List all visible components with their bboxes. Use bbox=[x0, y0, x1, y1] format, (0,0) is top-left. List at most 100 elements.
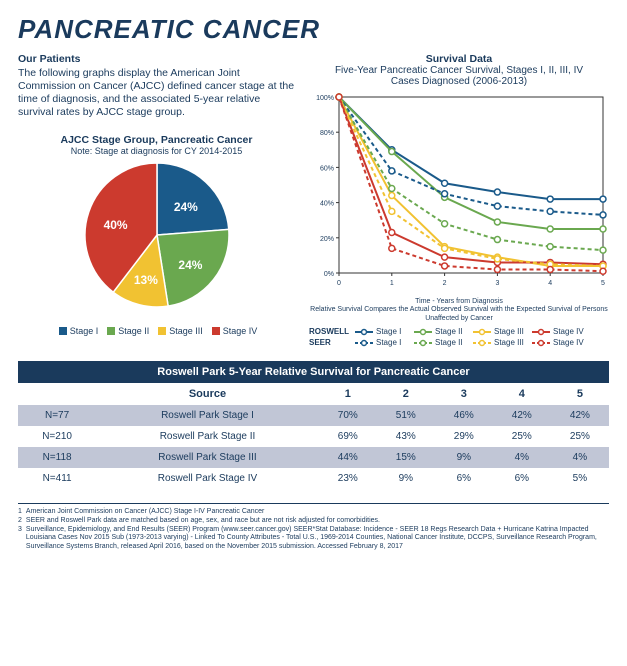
series-line bbox=[339, 97, 603, 250]
xtick-label: 0 bbox=[337, 280, 341, 287]
pie-chart-container: 24%24%13%40% bbox=[62, 160, 252, 320]
table-cell: 25% bbox=[493, 426, 551, 447]
table-cell: 23% bbox=[319, 468, 377, 489]
x-axis-caption: Relative Survival Compares the Actual Ob… bbox=[309, 306, 609, 323]
ytick-label: 100% bbox=[316, 95, 334, 102]
series-marker bbox=[494, 189, 500, 195]
table-cell: Roswell Park Stage III bbox=[96, 447, 319, 468]
series-marker bbox=[389, 186, 395, 192]
table-cell: 5% bbox=[551, 468, 609, 489]
line-chart-section: Survival Data Five-Year Pancreatic Cance… bbox=[309, 53, 609, 349]
ytick-label: 80% bbox=[320, 130, 334, 137]
table-header-row: Source12345 bbox=[18, 383, 609, 405]
pie-title: AJCC Stage Group, Pancreatic Cancer bbox=[18, 134, 295, 146]
series-marker bbox=[547, 196, 553, 202]
series-line bbox=[339, 97, 603, 199]
intro-body: The following graphs display the America… bbox=[18, 67, 295, 120]
legend-row: ROSWELL Stage I Stage II Stage III Stage IV bbox=[309, 327, 609, 336]
ytick-label: 60% bbox=[320, 165, 334, 172]
series-marker bbox=[442, 245, 448, 251]
xtick-label: 5 bbox=[601, 280, 605, 287]
pie-chart-section: AJCC Stage Group, Pancreatic Cancer Note… bbox=[18, 134, 295, 336]
table-cell: 25% bbox=[551, 426, 609, 447]
series-marker bbox=[600, 212, 606, 218]
line-subtitle1: Five-Year Pancreatic Cancer Survival, St… bbox=[309, 65, 609, 76]
table-cell: Roswell Park Stage IV bbox=[96, 468, 319, 489]
table-row: N=118Roswell Park Stage III44%15%9%4%4% bbox=[18, 447, 609, 468]
series-marker bbox=[494, 256, 500, 262]
series-marker bbox=[442, 191, 448, 197]
table-cell: 29% bbox=[435, 426, 493, 447]
series-marker bbox=[547, 208, 553, 214]
series-marker bbox=[442, 221, 448, 227]
xtick-label: 1 bbox=[390, 280, 394, 287]
intro-heading: Our Patients bbox=[18, 53, 295, 65]
series-marker bbox=[547, 244, 553, 250]
table-cell: Roswell Park Stage II bbox=[96, 426, 319, 447]
footnotes: 1American Joint Commission on Cancer (AJ… bbox=[18, 503, 609, 552]
pie-slice bbox=[157, 163, 229, 235]
series-marker bbox=[389, 193, 395, 199]
legend-item: Stage I bbox=[355, 338, 410, 347]
table-header-cell: 3 bbox=[435, 383, 493, 405]
series-marker bbox=[494, 203, 500, 209]
table-cell: 9% bbox=[435, 447, 493, 468]
series-line bbox=[339, 97, 603, 266]
series-marker bbox=[600, 247, 606, 253]
table-cell: 43% bbox=[377, 426, 435, 447]
table-row: N=77Roswell Park Stage I70%51%46%42%42% bbox=[18, 405, 609, 426]
pie-legend-item: Stage II bbox=[104, 326, 149, 336]
series-marker bbox=[547, 226, 553, 232]
legend-item: Stage II bbox=[414, 338, 469, 347]
upper-section: Our Patients The following graphs displa… bbox=[18, 53, 609, 349]
table-row: N=210Roswell Park Stage II69%43%29%25%25… bbox=[18, 426, 609, 447]
series-marker bbox=[389, 168, 395, 174]
table-cell: N=118 bbox=[18, 447, 96, 468]
x-axis-label-text: Time - Years from Diagnosis bbox=[309, 298, 609, 306]
table-cell: 42% bbox=[551, 405, 609, 426]
table-cell: 4% bbox=[551, 447, 609, 468]
pie-note: Note: Stage at diagnosis for CY 2014-201… bbox=[18, 146, 295, 156]
table-title: Roswell Park 5-Year Relative Survival fo… bbox=[18, 361, 609, 383]
legend-item: Stage IV bbox=[532, 338, 587, 347]
table-cell: 51% bbox=[377, 405, 435, 426]
xtick-label: 4 bbox=[548, 280, 552, 287]
legend-item: Stage III bbox=[473, 338, 528, 347]
series-marker bbox=[389, 245, 395, 251]
table-cell: 46% bbox=[435, 405, 493, 426]
table-cell: 44% bbox=[319, 447, 377, 468]
series-marker bbox=[389, 230, 395, 236]
legend-item: Stage I bbox=[355, 327, 410, 336]
table-cell: 15% bbox=[377, 447, 435, 468]
pie-slice-label: 40% bbox=[104, 218, 128, 232]
page-title: PANCREATIC CANCER bbox=[18, 14, 609, 45]
table-cell: N=77 bbox=[18, 405, 96, 426]
series-marker bbox=[600, 196, 606, 202]
series-marker bbox=[442, 180, 448, 186]
xtick-label: 2 bbox=[443, 280, 447, 287]
x-axis-label: Time - Years from Diagnosis Relative Sur… bbox=[309, 298, 609, 323]
footnote: 3Surveillance, Epidemiology, and End Res… bbox=[18, 526, 609, 552]
series-marker bbox=[442, 254, 448, 260]
table-header-cell: 2 bbox=[377, 383, 435, 405]
table-cell: 9% bbox=[377, 468, 435, 489]
pie-legend-item: Stage III bbox=[155, 326, 203, 336]
table-header-cell: 1 bbox=[319, 383, 377, 405]
line-legend: ROSWELL Stage I Stage II Stage III Stage IV S… bbox=[309, 327, 609, 347]
legend-source: ROSWELL bbox=[309, 327, 351, 336]
pie-legend-item: Stage I bbox=[56, 326, 99, 336]
series-line bbox=[339, 97, 603, 229]
table-header-cell: 4 bbox=[493, 383, 551, 405]
pie-slice-label: 13% bbox=[134, 273, 158, 287]
table-cell: 6% bbox=[493, 468, 551, 489]
legend-item: Stage III bbox=[473, 327, 528, 336]
series-marker bbox=[494, 237, 500, 243]
survival-table: Roswell Park 5-Year Relative Survival fo… bbox=[18, 361, 609, 489]
legend-source: SEER bbox=[309, 338, 351, 347]
table-header-cell bbox=[18, 383, 96, 405]
table-cell: N=210 bbox=[18, 426, 96, 447]
table-cell: N=411 bbox=[18, 468, 96, 489]
legend-item: Stage II bbox=[414, 327, 469, 336]
footnote: 2SEER and Roswell Park data are matched … bbox=[18, 517, 609, 526]
legend-item: Stage IV bbox=[532, 327, 587, 336]
